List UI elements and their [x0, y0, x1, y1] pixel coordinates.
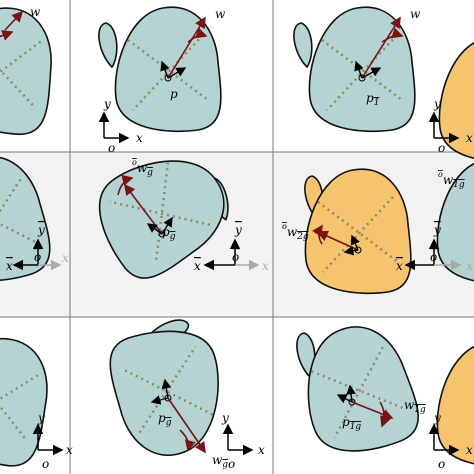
label: w1g [404, 398, 426, 415]
label: owg [132, 158, 153, 178]
label-sub: g [170, 232, 176, 242]
label: o [232, 250, 239, 264]
label: x [194, 259, 201, 273]
label: w [30, 5, 41, 19]
label: x [466, 259, 473, 273]
label-text: x [466, 259, 473, 273]
label-text: w [30, 5, 41, 19]
label-text: w [212, 453, 223, 467]
label: x [62, 251, 69, 265]
label: y [234, 223, 242, 237]
label-text: y [37, 223, 45, 237]
label: y [37, 223, 45, 237]
label: y [433, 97, 441, 111]
label: o [438, 457, 445, 471]
label-text: p [342, 415, 350, 429]
label-pre: o [132, 158, 137, 167]
label-text: x [466, 443, 473, 457]
label: ow2g [282, 222, 309, 242]
label-text: x [66, 443, 73, 457]
label: p1g [342, 415, 361, 432]
label-text: y [221, 411, 229, 425]
label: y [433, 223, 441, 237]
label: w [410, 7, 421, 21]
label-text: y [433, 223, 441, 237]
axes [12, 111, 462, 456]
label-sub: 1g [414, 405, 426, 415]
label-text: y [433, 97, 441, 111]
label: x [466, 131, 473, 145]
label-sub: 1 [374, 98, 380, 108]
label: x [258, 443, 265, 457]
label: y [433, 411, 441, 425]
label: pg [162, 225, 176, 242]
label-text: y [433, 411, 441, 425]
label-text: x [136, 131, 143, 145]
label-text: p [170, 87, 178, 101]
label: w [215, 7, 226, 21]
label-text: y [103, 97, 111, 111]
label: o [108, 141, 115, 155]
label: p1 [366, 91, 379, 108]
label-text: o [108, 141, 115, 155]
label-text: x [262, 259, 269, 273]
label-text: w [215, 7, 226, 21]
label: wg [212, 453, 228, 470]
label-text: o [232, 250, 239, 264]
label-text: y [37, 411, 45, 425]
label: p [170, 87, 178, 101]
label-text: w [410, 7, 421, 21]
label-text: o [228, 457, 235, 471]
label: x [396, 259, 403, 273]
label-text: p [162, 225, 170, 239]
label-sub: g [166, 418, 172, 428]
label: ow1g [438, 170, 465, 190]
vectors [0, 10, 404, 454]
label-sub: 1g [453, 180, 465, 190]
label-text: x [194, 259, 201, 273]
label: x [66, 443, 73, 457]
label: o [430, 250, 437, 264]
label-text: o [34, 250, 41, 264]
label: y [37, 411, 45, 425]
label: o [42, 457, 49, 471]
label: x [466, 443, 473, 457]
label-text: w [137, 161, 148, 175]
label-text: o [438, 457, 445, 471]
label: y [221, 411, 229, 425]
label-sub: 2g [296, 232, 309, 242]
label: x [6, 259, 13, 273]
label-sub: g [147, 168, 153, 178]
label: o [34, 250, 41, 264]
label-sub: 1g [350, 422, 362, 432]
label-text: w [287, 225, 298, 239]
label-text: p [366, 91, 374, 105]
label-text: x [62, 251, 69, 265]
label-text: w [443, 173, 454, 187]
label: x [136, 131, 143, 145]
label-text: p [158, 411, 166, 425]
label: o [228, 457, 235, 471]
label-text: o [430, 250, 437, 264]
label-text: w [404, 398, 415, 412]
label-pre: o [438, 170, 443, 179]
label: o [438, 141, 445, 155]
label-text: x [396, 259, 403, 273]
label: y [103, 97, 111, 111]
label-sub: g [222, 460, 228, 470]
label-text: x [6, 259, 13, 273]
label-text: x [258, 443, 265, 457]
label: pg [158, 411, 172, 428]
label-pre: o [282, 222, 287, 231]
label-text: o [438, 141, 445, 155]
label: x [262, 259, 269, 273]
label-text: y [234, 223, 242, 237]
label-text: o [42, 457, 49, 471]
label-text: x [466, 131, 473, 145]
